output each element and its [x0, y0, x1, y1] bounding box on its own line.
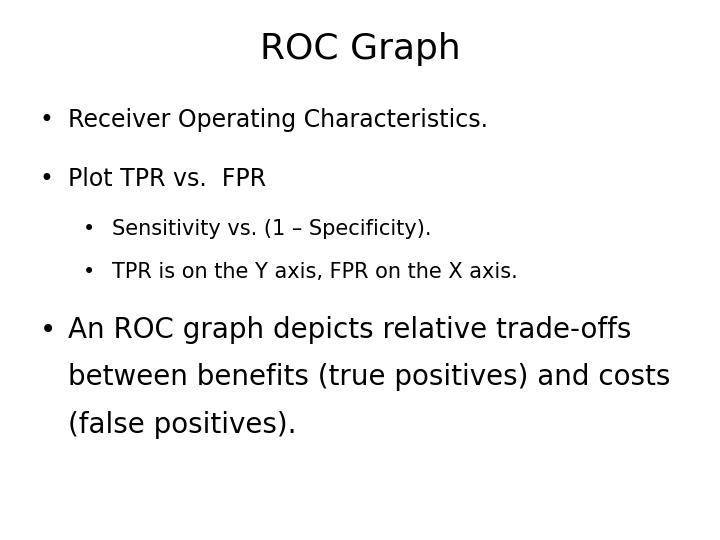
- Text: TPR is on the Y axis, FPR on the X axis.: TPR is on the Y axis, FPR on the X axis.: [112, 262, 518, 282]
- Text: •: •: [40, 108, 53, 132]
- Text: between benefits (true positives) and costs: between benefits (true positives) and co…: [68, 363, 671, 392]
- Text: Receiver Operating Characteristics.: Receiver Operating Characteristics.: [68, 108, 488, 132]
- Text: (false positives).: (false positives).: [68, 411, 297, 439]
- Text: Plot TPR vs.  FPR: Plot TPR vs. FPR: [68, 167, 266, 191]
- Text: ROC Graph: ROC Graph: [260, 32, 460, 66]
- Text: •: •: [83, 262, 95, 282]
- Text: Sensitivity vs. (1 – Specificity).: Sensitivity vs. (1 – Specificity).: [112, 219, 431, 239]
- Text: An ROC graph depicts relative trade-offs: An ROC graph depicts relative trade-offs: [68, 316, 631, 344]
- Text: •: •: [40, 316, 56, 344]
- Text: •: •: [83, 219, 95, 239]
- Text: •: •: [40, 167, 53, 191]
